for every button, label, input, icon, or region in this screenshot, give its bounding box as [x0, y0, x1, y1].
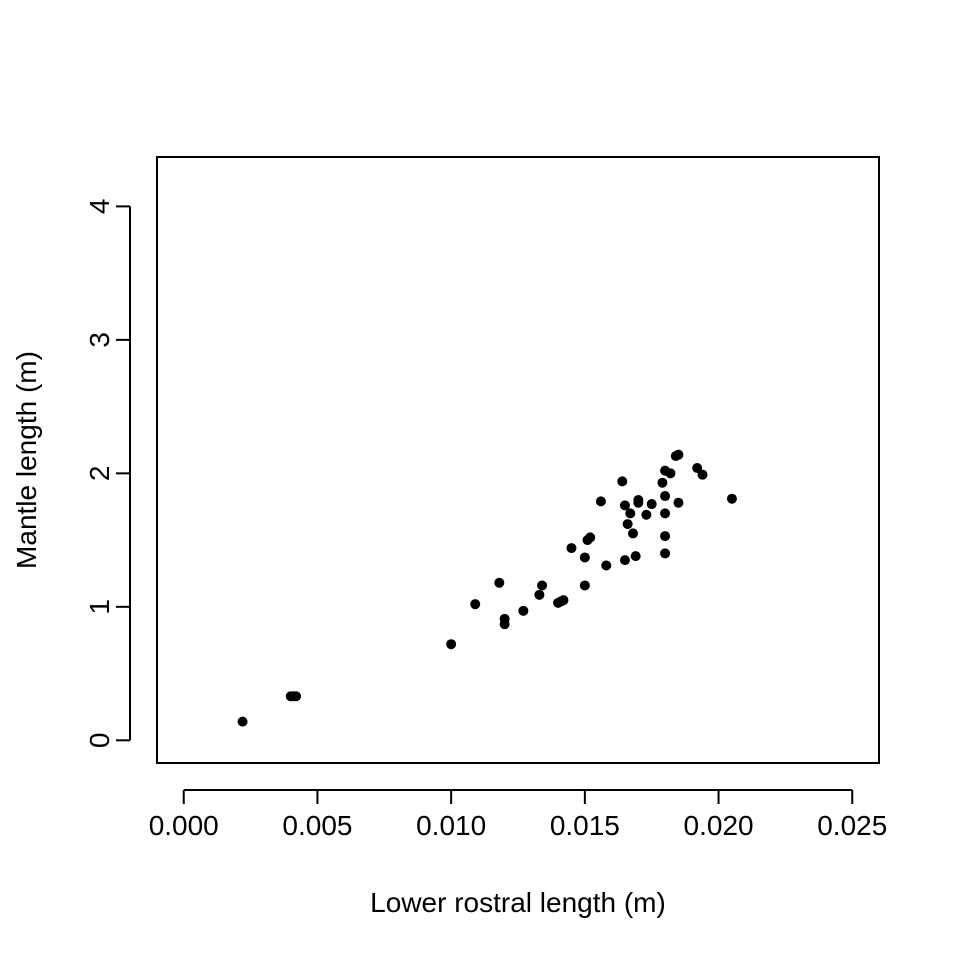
x-tick-label: 0.020: [684, 810, 754, 841]
data-point: [494, 577, 505, 588]
data-point: [558, 595, 569, 606]
x-tick-label: 0.010: [416, 810, 486, 841]
data-point: [622, 519, 633, 530]
y-tick-label: 3: [84, 332, 115, 348]
data-point: [446, 639, 457, 650]
plot-frame: [156, 156, 880, 764]
data-point: [291, 691, 302, 702]
data-point: [601, 560, 612, 571]
x-axis-title: Lower rostral length (m): [370, 887, 666, 918]
y-axis: 0 1 2 3 4: [84, 199, 131, 749]
y-tick-label: 4: [84, 199, 115, 215]
data-point: [566, 543, 577, 554]
data-point: [665, 468, 676, 479]
y-axis-title: Mantle length (m): [11, 351, 42, 569]
data-point: [595, 496, 606, 507]
data-point: [726, 493, 737, 504]
data-point: [625, 508, 636, 519]
data-point: [534, 589, 545, 600]
data-point: [630, 551, 641, 562]
data-point: [641, 509, 652, 520]
data-point: [660, 491, 671, 502]
data-point: [537, 580, 548, 591]
data-point: [660, 548, 671, 559]
data-point: [673, 449, 684, 460]
data-point: [237, 716, 248, 727]
data-point: [579, 552, 590, 563]
data-point: [619, 555, 630, 566]
x-tick-label: 0.015: [550, 810, 620, 841]
data-point: [673, 497, 684, 508]
x-tick-label: 0.000: [149, 810, 219, 841]
data-point: [585, 532, 596, 543]
data-point: [518, 605, 529, 616]
data-point: [633, 497, 644, 508]
data-point: [692, 463, 703, 474]
x-tick-label: 0.005: [282, 810, 352, 841]
y-tick-label: 1: [84, 599, 115, 615]
data-point: [499, 619, 510, 630]
data-point: [657, 477, 668, 488]
data-point: [470, 599, 481, 610]
data-point: [646, 499, 657, 510]
data-point: [697, 469, 708, 480]
data-point: [660, 508, 671, 519]
y-tick-label: 0: [84, 733, 115, 749]
data-point: [579, 580, 590, 591]
data-point: [617, 476, 628, 487]
data-points: [237, 449, 737, 727]
y-tick-label: 2: [84, 466, 115, 482]
x-tick-label: 0.025: [817, 810, 887, 841]
data-point: [619, 500, 630, 511]
x-axis: 0.000 0.005 0.010 0.015 0.020 0.025: [149, 789, 887, 841]
data-point: [660, 531, 671, 542]
data-point: [627, 528, 638, 539]
